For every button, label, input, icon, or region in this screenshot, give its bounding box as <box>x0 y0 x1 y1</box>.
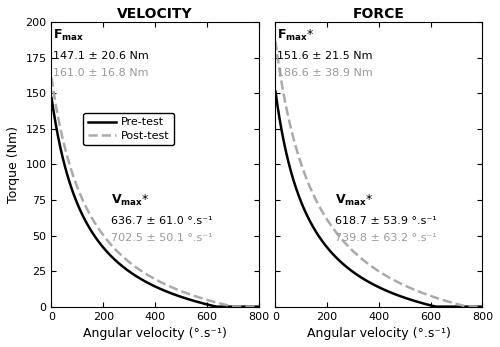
Line: Post-test: Post-test <box>52 78 264 307</box>
Text: $\mathbf{V_{max}}$*: $\mathbf{V_{max}}$* <box>335 193 374 208</box>
Pre-test <box>214 305 220 309</box>
Post-test <box>146 274 152 278</box>
Post-test <box>216 301 222 305</box>
Pre-test <box>260 305 266 309</box>
Pre-test <box>432 305 438 309</box>
Post-test <box>260 305 266 309</box>
Pre-test <box>376 285 382 289</box>
Title: FORCE: FORCE <box>353 7 405 21</box>
Post-test <box>48 76 54 80</box>
Pre-test <box>216 305 222 309</box>
Y-axis label: Torque (Nm): Torque (Nm) <box>7 126 20 203</box>
Text: $\mathbf{F_{max}}$: $\mathbf{F_{max}}$ <box>53 28 84 43</box>
Text: 186.6 ± 38.9 Nm: 186.6 ± 38.9 Nm <box>276 68 372 78</box>
Post-test <box>464 305 470 309</box>
Post-test <box>440 298 446 302</box>
Pre-test <box>478 305 484 309</box>
Post-test <box>376 269 382 273</box>
X-axis label: Angular velocity (°.s⁻¹): Angular velocity (°.s⁻¹) <box>307 327 451 340</box>
Post-test <box>484 305 490 309</box>
Text: 739.8 ± 63.2 °.s⁻¹: 739.8 ± 63.2 °.s⁻¹ <box>335 232 437 243</box>
Text: $\mathbf{F_{max}}$*: $\mathbf{F_{max}}$* <box>276 28 314 43</box>
Post-test <box>254 305 260 309</box>
Post-test <box>370 265 376 270</box>
Pre-test <box>478 305 484 309</box>
Post-test <box>230 305 236 309</box>
Post-test <box>283 105 289 110</box>
Text: 636.7 ± 61.0 °.s⁻¹: 636.7 ± 61.0 °.s⁻¹ <box>111 215 212 226</box>
Pre-test <box>272 89 278 93</box>
Pre-test <box>283 151 289 155</box>
X-axis label: Angular velocity (°.s⁻¹): Angular velocity (°.s⁻¹) <box>83 327 227 340</box>
Pre-test <box>152 284 158 288</box>
Pre-test <box>370 282 376 286</box>
Post-test <box>254 305 260 309</box>
Text: 151.6 ± 21.5 Nm: 151.6 ± 21.5 Nm <box>276 51 372 61</box>
Post-test <box>272 39 278 43</box>
Legend: Pre-test, Post-test: Pre-test, Post-test <box>84 113 174 145</box>
Pre-test <box>48 95 54 100</box>
Pre-test <box>254 305 260 309</box>
Text: 147.1 ± 20.6 Nm: 147.1 ± 20.6 Nm <box>53 51 148 61</box>
Post-test <box>60 135 66 139</box>
Text: 618.7 ± 53.9 °.s⁻¹: 618.7 ± 53.9 °.s⁻¹ <box>335 215 436 226</box>
Line: Pre-test: Pre-test <box>52 98 264 307</box>
Post-test <box>478 305 484 309</box>
Text: 702.5 ± 50.1 °.s⁻¹: 702.5 ± 50.1 °.s⁻¹ <box>111 232 212 243</box>
Pre-test <box>146 281 152 286</box>
Post-test <box>478 305 484 309</box>
Post-test <box>152 277 158 281</box>
Title: VELOCITY: VELOCITY <box>117 7 193 21</box>
Line: Pre-test: Pre-test <box>276 91 488 307</box>
Pre-test <box>440 305 446 309</box>
Pre-test <box>60 154 66 158</box>
Line: Post-test: Post-test <box>276 41 488 307</box>
Text: $\mathbf{V_{max}}$*: $\mathbf{V_{max}}$* <box>111 193 150 208</box>
Pre-test <box>254 305 260 309</box>
Text: 161.0 ± 16.8 Nm: 161.0 ± 16.8 Nm <box>53 68 148 78</box>
Pre-test <box>484 305 490 309</box>
